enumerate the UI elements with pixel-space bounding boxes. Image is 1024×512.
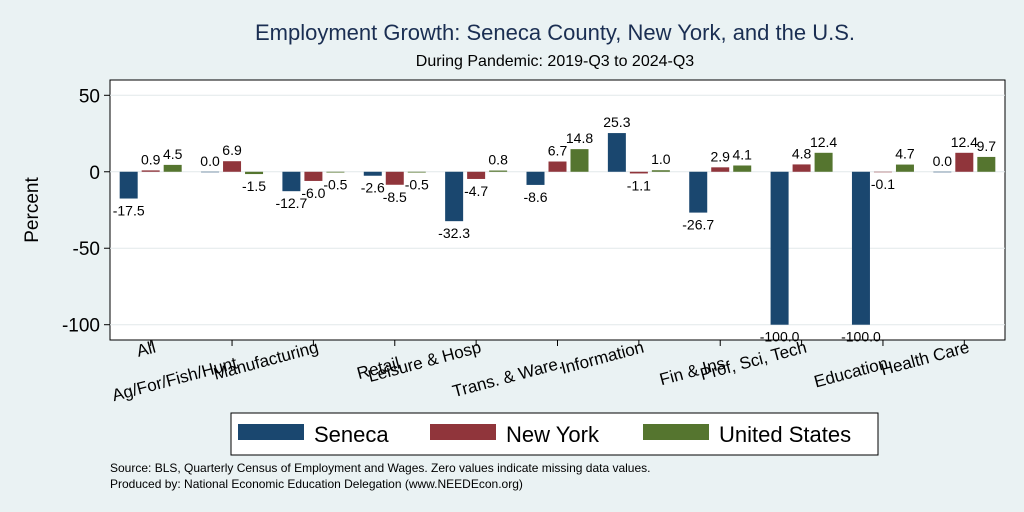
bar-united-states <box>570 149 589 172</box>
bar-new-york <box>304 171 323 181</box>
data-label: -4.7 <box>464 183 488 199</box>
producer-note: Produced by: National Economic Education… <box>110 477 523 491</box>
data-label: 12.4 <box>951 134 978 150</box>
bar-new-york <box>629 171 648 174</box>
bar-united-states <box>245 171 264 175</box>
chart-title: Employment Growth: Seneca County, New Yo… <box>255 20 855 45</box>
bar-seneca <box>119 171 138 199</box>
legend-label: Seneca <box>314 422 389 447</box>
legend-swatch <box>238 424 304 440</box>
data-label: 9.7 <box>977 138 997 154</box>
bar-seneca <box>445 171 464 222</box>
bar-new-york <box>711 167 730 172</box>
x-tick-label: All <box>135 338 158 361</box>
bar-seneca <box>689 171 708 213</box>
bar-seneca <box>770 171 789 325</box>
data-label: -8.6 <box>523 189 547 205</box>
y-axis: 50 0 -50 -100 <box>62 86 110 337</box>
bar-seneca <box>933 171 952 173</box>
bar-united-states <box>733 165 752 172</box>
data-label: 4.8 <box>792 145 812 161</box>
data-label: 4.7 <box>895 146 915 162</box>
data-label: -6.0 <box>301 185 325 201</box>
data-label: -100.0 <box>841 329 881 345</box>
data-label: 2.9 <box>710 148 730 164</box>
legend-label: United States <box>719 422 851 447</box>
data-label: 0.9 <box>141 151 161 167</box>
y-tick-label: 0 <box>89 163 100 184</box>
bar-united-states <box>651 170 670 172</box>
legend-swatch <box>430 424 496 440</box>
data-label: 0.8 <box>488 152 508 168</box>
bar-new-york <box>141 170 160 172</box>
bar-seneca <box>851 171 870 325</box>
bar-united-states <box>326 171 345 173</box>
bar-seneca <box>201 171 220 173</box>
data-label: 0.0 <box>933 153 953 169</box>
data-label: 25.3 <box>603 114 630 130</box>
data-label: 6.9 <box>222 142 242 158</box>
data-label: 4.1 <box>732 146 752 162</box>
data-label: 14.8 <box>566 130 593 146</box>
y-axis-title: Percent <box>22 177 43 243</box>
bar-united-states <box>163 164 182 172</box>
bar-united-states <box>489 170 508 172</box>
x-tick-label: Education <box>812 354 890 392</box>
data-label: 12.4 <box>810 134 837 150</box>
bar-new-york <box>873 171 892 173</box>
legend-label: New York <box>506 422 600 447</box>
data-label: -17.5 <box>113 203 145 219</box>
bar-seneca <box>607 133 626 172</box>
x-tick-label: Information <box>559 338 646 378</box>
data-label: -1.5 <box>242 178 266 194</box>
x-tick-label: Trans. & Ware. <box>450 354 564 402</box>
bars <box>119 133 996 325</box>
data-label: 1.0 <box>651 151 671 167</box>
legend-box <box>230 412 879 456</box>
legend: Seneca New York United States <box>230 412 879 456</box>
data-label: -8.5 <box>383 189 407 205</box>
data-label: 6.7 <box>548 143 568 159</box>
bar-united-states <box>977 156 996 172</box>
x-tick-label: Health Care <box>879 338 972 380</box>
bar-united-states <box>895 164 914 172</box>
x-tick-label: Manufacturing <box>211 338 320 384</box>
data-label: -0.5 <box>405 177 429 193</box>
data-label: 4.5 <box>163 146 183 162</box>
bar-united-states <box>407 171 426 173</box>
data-label: -1.1 <box>627 177 651 193</box>
bar-new-york <box>385 171 404 185</box>
y-tick-label: -100 <box>62 316 100 337</box>
data-label: -32.3 <box>438 225 470 241</box>
bar-new-york <box>792 164 811 172</box>
legend-swatch <box>643 424 709 440</box>
bar-new-york <box>548 161 567 172</box>
data-label: -100.0 <box>760 329 800 345</box>
y-tick-label: 50 <box>79 86 100 107</box>
bar-united-states <box>814 152 833 172</box>
bar-seneca <box>282 171 301 192</box>
y-tick-label: -50 <box>73 239 100 260</box>
bar-new-york <box>467 171 486 179</box>
chart-subtitle: During Pandemic: 2019-Q3 to 2024-Q3 <box>416 53 694 70</box>
data-labels: -17.5 0.0 -12.7 -2.6 -32.3 -8.6 25.3 -26.7 -100.… <box>113 114 997 345</box>
data-label: -2.6 <box>361 180 385 196</box>
bar-new-york <box>223 161 242 172</box>
data-label: -0.5 <box>323 177 347 193</box>
plot-area <box>109 79 1006 341</box>
bar-seneca <box>526 171 545 185</box>
bar-new-york <box>955 152 974 172</box>
data-label: 0.0 <box>200 153 220 169</box>
x-tick-label: Prof, Sci, Tech <box>698 338 808 385</box>
data-label: -0.1 <box>871 176 895 192</box>
source-note: Source: BLS, Quarterly Census of Employm… <box>110 461 650 475</box>
bar-seneca <box>363 171 382 176</box>
data-label: -26.7 <box>682 217 714 233</box>
data-label: -12.7 <box>275 195 307 211</box>
